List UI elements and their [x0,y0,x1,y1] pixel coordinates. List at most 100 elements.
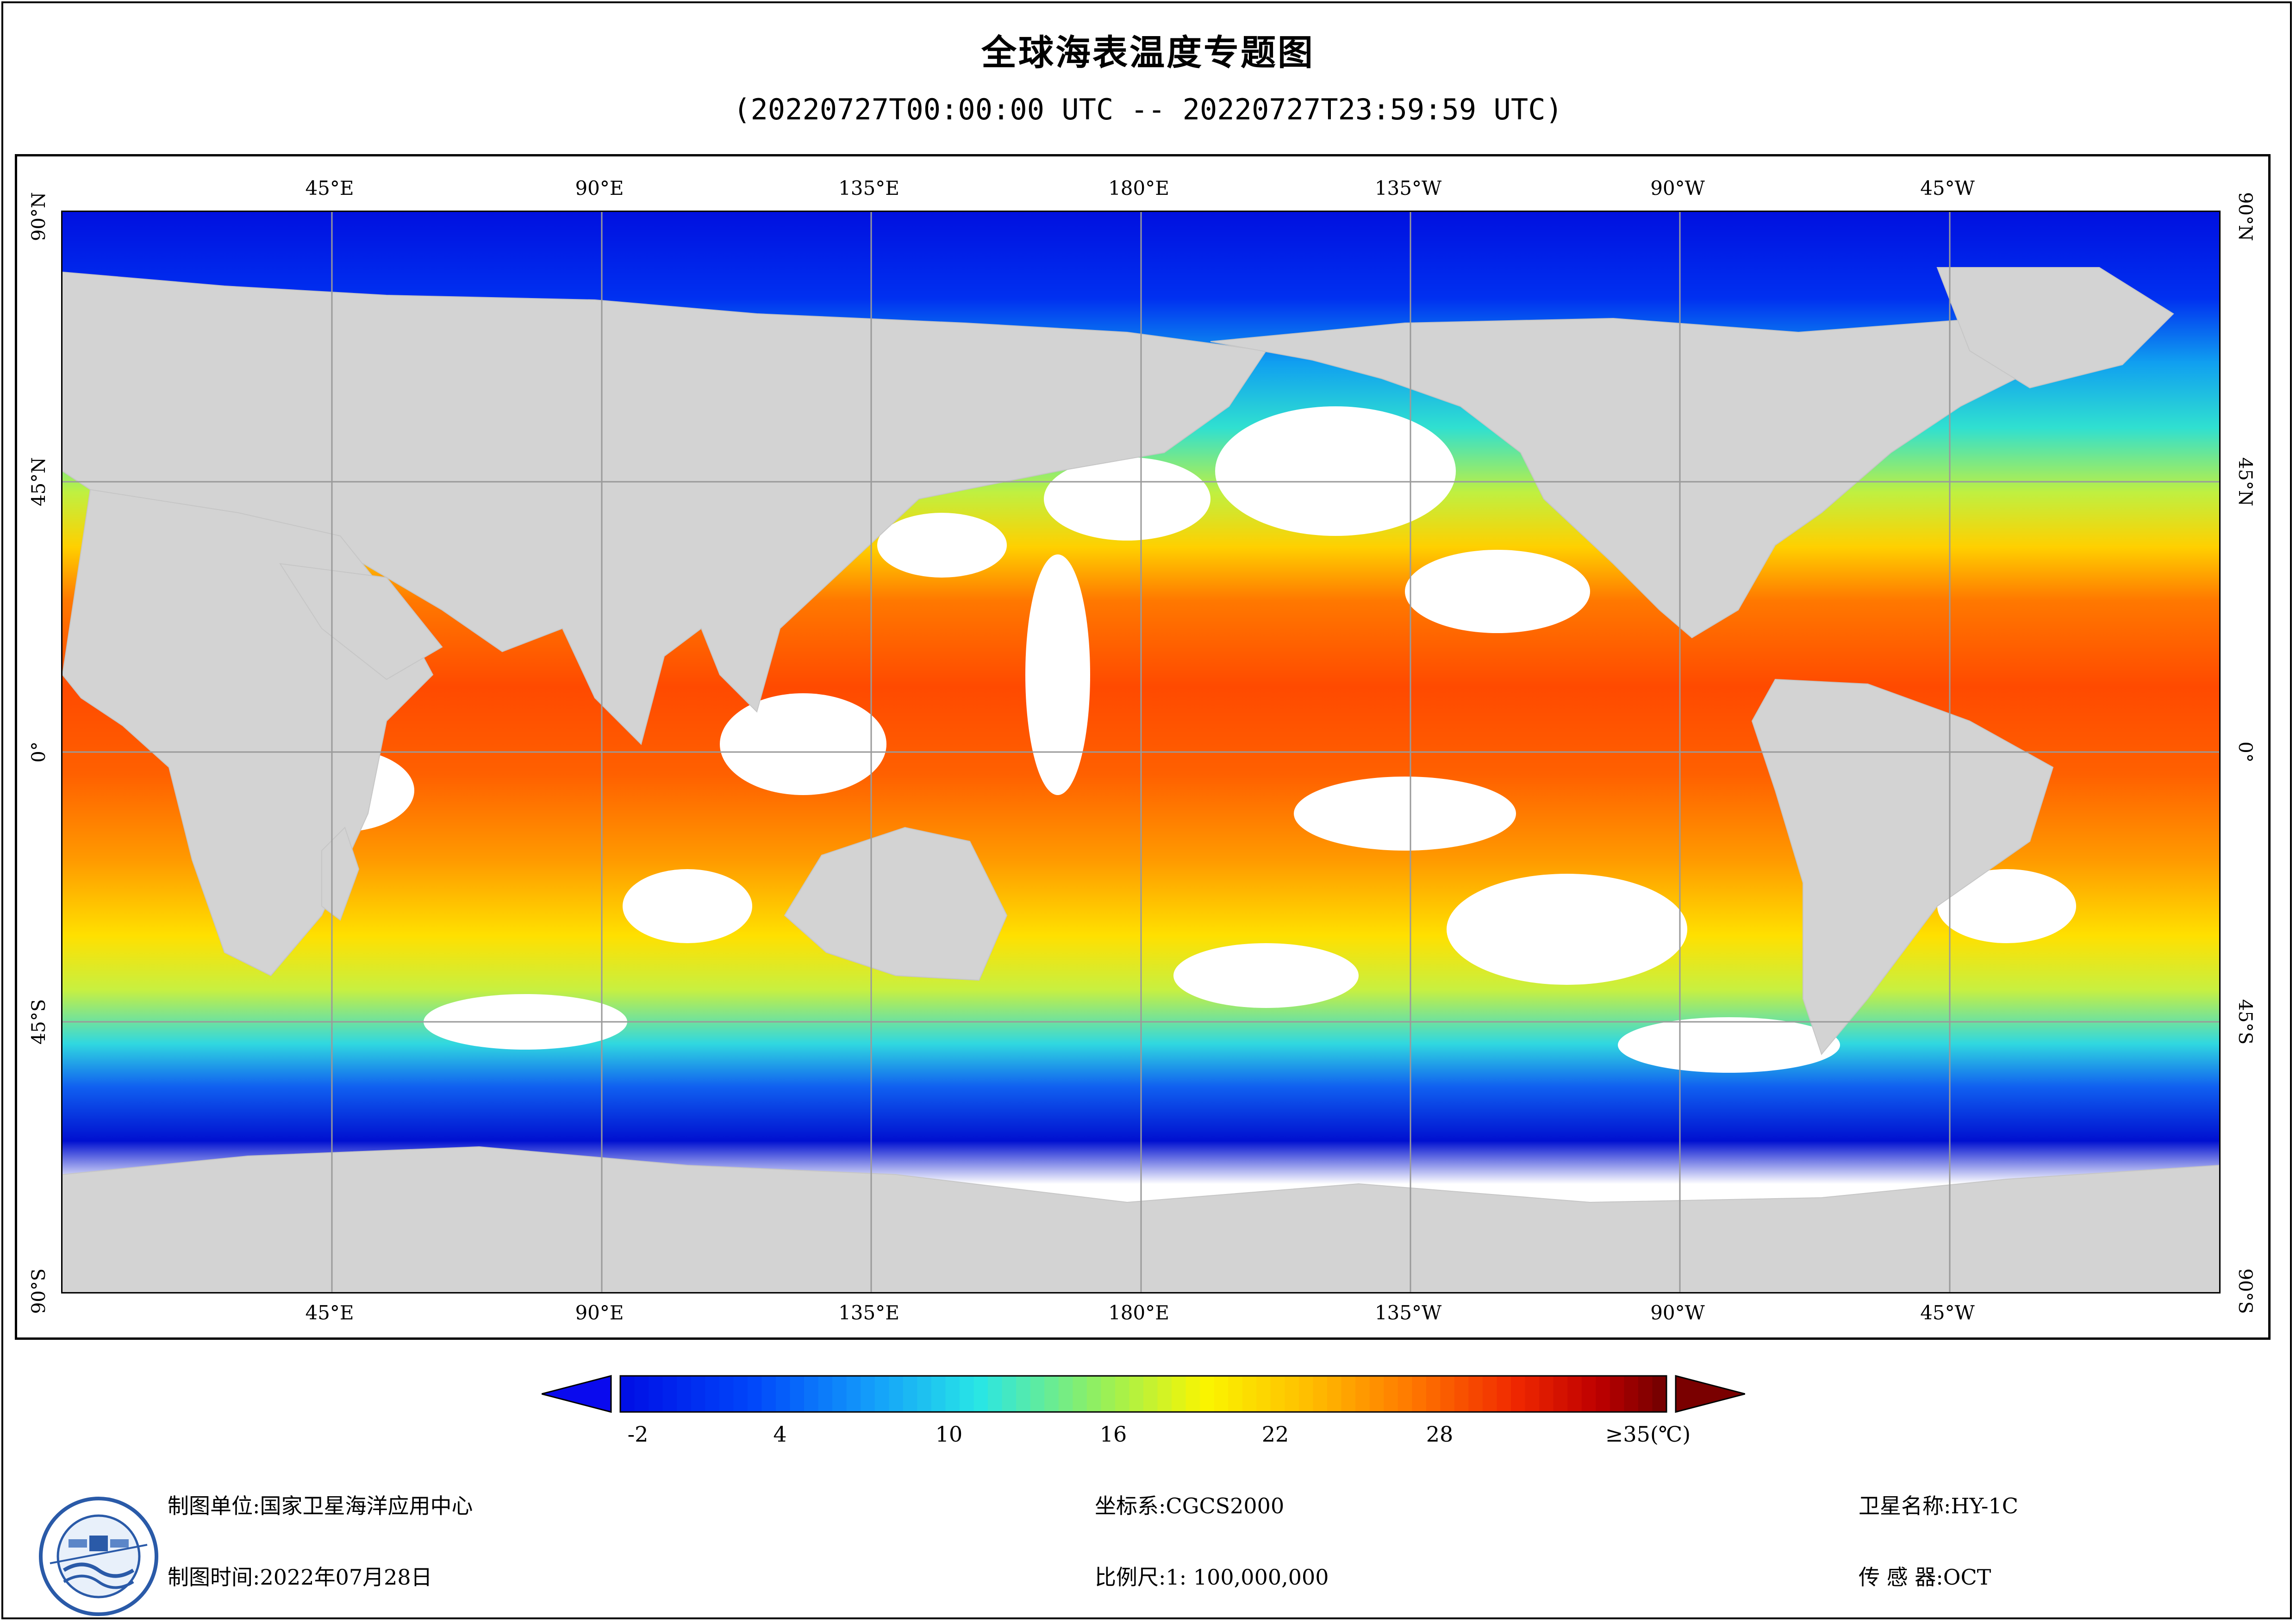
legend-colorbar [619,1375,1667,1413]
legend-color-cell [1581,1376,1596,1412]
legend-color-cell [1497,1376,1511,1412]
sensor-value: OCT [1943,1565,1991,1590]
legend-color-cell [761,1376,776,1412]
legend-color-cell [1511,1376,1526,1412]
legend-color-cell [1624,1376,1639,1412]
legend-color-cell [903,1376,917,1412]
legend-color-cell [1369,1376,1384,1412]
legend-color-cell [775,1376,791,1412]
lon-label-bottom: 90°E [575,1301,624,1324]
legend-color-cell [691,1376,705,1412]
legend-color-cell [634,1376,649,1412]
lat-label-right: 45°S [2234,999,2256,1045]
lon-label-bottom: 180°E [1108,1301,1169,1324]
producer-info: 制图单位:国家卫星海洋应用中心 [168,1489,473,1520]
scale-info: 比例尺:1: 100,000,000 [1095,1561,1329,1591]
lon-label-bottom: 45°E [305,1301,354,1324]
color-legend [542,1375,1745,1413]
date-value: 2022年07月28日 [260,1565,432,1590]
lon-label-bottom: 135°W [1374,1301,1442,1324]
legend-color-cell [1172,1376,1186,1412]
legend-tick: 10 [935,1422,963,1447]
legend-color-cell [1242,1376,1257,1412]
legend-color-cell [1468,1376,1483,1412]
legend-color-cell [988,1376,1003,1412]
lat-label-right: 0° [2234,741,2256,763]
legend-color-cell [861,1376,875,1412]
legend-color-cell [1285,1376,1299,1412]
legend-color-cell [790,1376,805,1412]
legend-color-cell [1412,1376,1427,1412]
legend-color-cell [1398,1376,1412,1412]
legend-color-cell [1030,1376,1045,1412]
legend-tick: 4 [773,1422,787,1447]
legend-color-cell [1058,1376,1073,1412]
lat-label-left: 0° [28,741,50,763]
satellite-label: 卫星名称: [1859,1493,1951,1518]
satellite-value: HY-1C [1951,1493,2018,1518]
lat-label-right: 90°S [2234,1268,2256,1314]
no-data-areas [266,406,2076,1073]
legend-color-cell [945,1376,960,1412]
legend-color-cell [1482,1376,1497,1412]
legend-color-cell [1256,1376,1271,1412]
nsoas-logo-icon [39,1497,158,1616]
legend-color-cell [1567,1376,1582,1412]
legend-color-cell [1157,1376,1172,1412]
legend-color-cell [1228,1376,1243,1412]
sst-map[interactable] [61,211,2221,1293]
legend-color-cell [889,1376,904,1412]
lon-label-top: 180°E [1108,177,1169,199]
lat-label-right: 45°N [2234,457,2256,506]
legend-color-cell [1086,1376,1101,1412]
lon-label-bottom: 90°W [1650,1301,1705,1324]
legend-color-cell [1185,1376,1200,1412]
legend-color-cell [959,1376,974,1412]
legend-color-cell [1384,1376,1398,1412]
legend-color-cell [620,1376,635,1412]
producer-label: 制图单位: [168,1493,260,1518]
legend-color-cell [1426,1376,1441,1412]
legend-color-cell [1610,1376,1624,1412]
legend-color-cell [1002,1376,1017,1412]
crs-info: 坐标系:CGCS2000 [1095,1489,1284,1520]
crs-label: 坐标系: [1095,1493,1166,1518]
legend-color-cell [818,1376,833,1412]
legend-color-cell [1525,1376,1540,1412]
legend-tick: 22 [1261,1422,1289,1447]
satellite-info: 卫星名称:HY-1C [1859,1489,2018,1520]
lon-label-top: 135°E [838,177,899,199]
legend-color-cell [1327,1376,1342,1412]
lat-label-left: 90°N [28,192,50,241]
legend-color-cell [917,1376,932,1412]
legend-color-cell [1101,1376,1116,1412]
legend-tick: ≥35(℃) [1605,1422,1691,1447]
legend-color-cell [747,1376,762,1412]
lon-label-top: 45°E [305,177,354,199]
map-frame [15,154,2271,1340]
legend-color-cell [874,1376,889,1412]
legend-color-cell [1270,1376,1285,1412]
legend-color-cell [1638,1376,1653,1412]
sensor-info: 传 感 器:OCT [1859,1561,1991,1591]
legend-color-cell [1129,1376,1144,1412]
legend-color-cell [1016,1376,1031,1412]
lon-label-top: 45°W [1920,177,1975,199]
legend-color-cell [1355,1376,1370,1412]
legend-color-cell [733,1376,748,1412]
sensor-label: 传 感 器: [1859,1565,1943,1590]
legend-color-cell [662,1376,677,1412]
producer-value: 国家卫星海洋应用中心 [260,1493,473,1518]
legend-color-cell [1073,1376,1087,1412]
legend-color-cell [1440,1376,1455,1412]
legend-color-cell [1115,1376,1130,1412]
legend-color-cell [1539,1376,1554,1412]
legend-color-cell [832,1376,847,1412]
legend-color-cell [719,1376,734,1412]
legend-color-cell [1200,1376,1215,1412]
lon-label-top: 90°W [1650,177,1705,199]
date-info: 制图时间:2022年07月28日 [168,1561,432,1591]
legend-tick: 28 [1426,1422,1454,1447]
legend-color-cell [1341,1376,1356,1412]
